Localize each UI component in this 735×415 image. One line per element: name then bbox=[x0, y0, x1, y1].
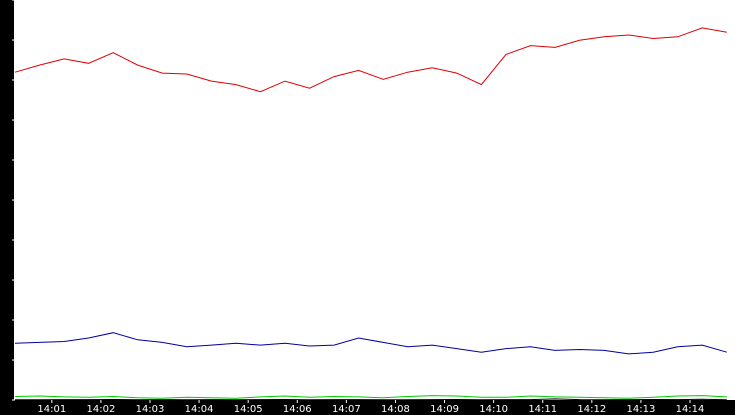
x-tick-label: 14:11 bbox=[528, 404, 557, 415]
y-axis-ticks: 0 451 903 1354 1806 2257 2709 3160 3612 4063 4515 bbox=[4, 0, 15, 401]
x-tick-label: 14:13 bbox=[626, 404, 655, 415]
y-tick-label: 903 bbox=[4, 311, 14, 328]
x-tick-label: 14:09 bbox=[430, 404, 459, 415]
x-tick-label: 14:08 bbox=[381, 404, 410, 415]
x-tick-label: 14:01 bbox=[37, 404, 66, 415]
y-tick-label: 2257 bbox=[4, 189, 14, 212]
y-tick-label: 0 bbox=[4, 392, 14, 398]
x-tick-label: 14:06 bbox=[283, 404, 312, 415]
y-tick-label: 451 bbox=[4, 351, 14, 368]
y-tick-label: 3160 bbox=[4, 108, 14, 131]
x-tick-label: 14:07 bbox=[332, 404, 361, 415]
x-tick-label: 14:02 bbox=[86, 404, 115, 415]
x-tick-label: 14:10 bbox=[479, 404, 508, 415]
series-layer bbox=[14, 27, 727, 401]
y-tick-label: 1806 bbox=[4, 228, 14, 251]
x-tick-label: 14:12 bbox=[577, 404, 606, 415]
series-line-2 bbox=[14, 395, 727, 399]
x-tick-label: 14:04 bbox=[185, 404, 214, 415]
x-tick-label: 14:05 bbox=[234, 404, 263, 415]
y-tick-label: 4515 bbox=[4, 4, 14, 27]
x-tick-label: 14:14 bbox=[676, 404, 705, 415]
x-axis-ticks: 14:01 14:02 14:03 14:04 14:05 14:06 14:07 14:08… bbox=[37, 400, 704, 415]
series-line-3 bbox=[14, 398, 727, 401]
y-tick-label: 3612 bbox=[4, 69, 14, 92]
y-tick-label: 4063 bbox=[4, 29, 14, 52]
x-tick-label: 14:03 bbox=[136, 404, 165, 415]
series-line-0 bbox=[14, 27, 727, 93]
y-axis-bar bbox=[0, 0, 14, 400]
x-axis-bar bbox=[0, 400, 735, 415]
y-tick-label: 2709 bbox=[4, 148, 14, 171]
series-line-1 bbox=[14, 332, 727, 355]
y-tick-label: 1354 bbox=[4, 268, 14, 291]
